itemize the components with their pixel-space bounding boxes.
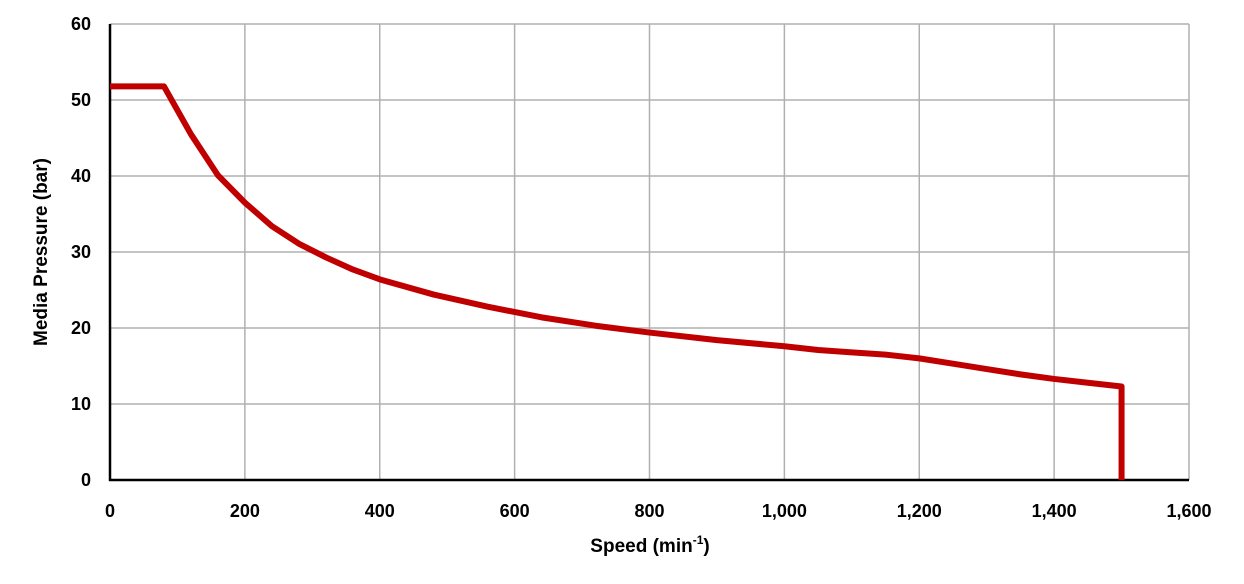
x-axis-title: Speed (min-1) (590, 533, 709, 557)
axes (108, 24, 1189, 482)
x-tick-label-8: 1,600 (1166, 501, 1211, 521)
y-tick-label-2: 20 (71, 318, 91, 338)
y-tick-label-4: 40 (71, 166, 91, 186)
x-tick-label-5: 1,000 (762, 501, 807, 521)
x-tick-label-1: 200 (230, 501, 260, 521)
y-tick-label-5: 50 (71, 90, 91, 110)
series-layer (110, 83, 1125, 480)
grid (110, 23, 1190, 480)
x-tick-label-6: 1,200 (897, 501, 942, 521)
y-tick-label-6: 60 (71, 14, 91, 34)
tick-labels: 0 200 400 600 800 1,000 1,200 1,400 1,600 0 10 20 30… (71, 14, 1212, 521)
y-tick-label-3: 30 (71, 242, 91, 262)
series-line-0 (110, 83, 1125, 480)
x-tick-label-0: 0 (105, 501, 115, 521)
x-tick-label-4: 800 (634, 501, 664, 521)
x-tick-label-2: 400 (365, 501, 395, 521)
y-tick-label-0: 0 (81, 470, 91, 490)
y-axis-title: Media Pressure (bar) (31, 158, 52, 346)
x-tick-label-7: 1,400 (1032, 501, 1077, 521)
x-tick-label-3: 600 (500, 501, 530, 521)
y-tick-label-1: 10 (71, 394, 91, 414)
